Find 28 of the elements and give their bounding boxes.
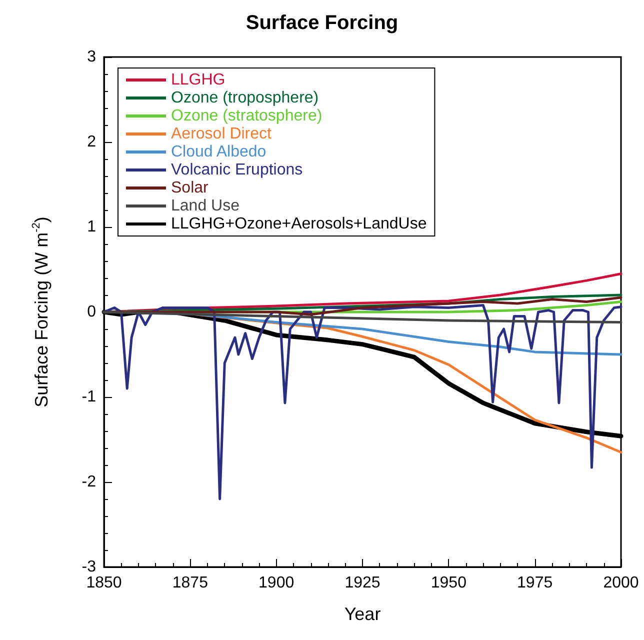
y-tick-label: 3 (87, 48, 96, 66)
chart-title: Surface Forcing (246, 12, 398, 34)
legend-label: Land Use (171, 198, 240, 214)
line-series (102, 304, 622, 500)
legend-label: Cloud Albedo (171, 144, 266, 160)
y-tick-label: 1 (87, 218, 96, 236)
x-tick-label: 1875 (172, 574, 208, 592)
legend-label: Volcanic Eruptions (171, 162, 303, 178)
legend-label: Aerosol Direct (171, 126, 272, 142)
legend-label: LLGHG (171, 72, 226, 88)
legend-label: Ozone (stratosphere) (171, 108, 322, 124)
x-tick-label: 2000 (603, 574, 639, 592)
x-tick-label: 1850 (86, 574, 122, 592)
y-tick-label: -2 (82, 474, 96, 490)
x-tick-label: 1975 (517, 574, 553, 592)
x-axis-title: Year (344, 604, 381, 624)
x-tick-label: 1900 (258, 574, 294, 592)
legend-label: LLGHG+Ozone+Aerosols+LandUse (171, 216, 427, 232)
y-tick-label: -3 (82, 558, 96, 576)
legend-label: Ozone (troposphere) (171, 90, 319, 106)
x-tick-label: 1950 (430, 574, 467, 592)
legend-label: Solar (171, 180, 210, 196)
line-series (102, 310, 622, 324)
x-tick-label: 1925 (344, 574, 380, 592)
y-tick-label: -1 (82, 388, 96, 406)
y-tick-label: 0 (87, 304, 96, 320)
y-axis-title: Surface Forcing (W m-2) (30, 216, 52, 408)
y-tick-label: 2 (87, 134, 96, 150)
